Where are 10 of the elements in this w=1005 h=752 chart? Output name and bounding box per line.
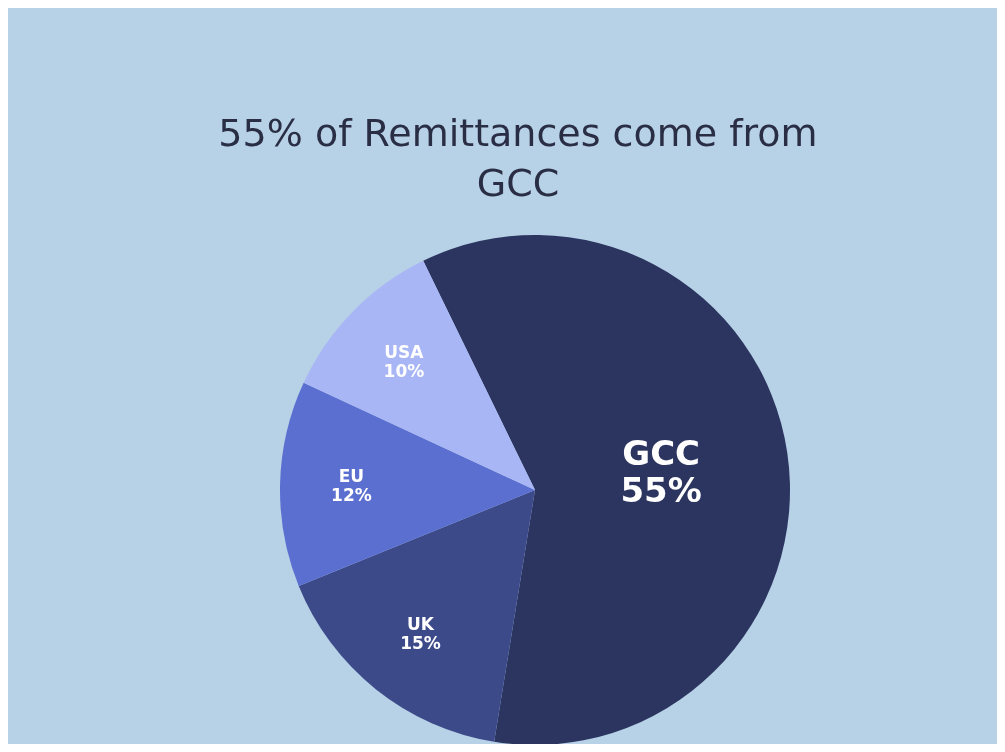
data-label: 15% (400, 632, 441, 653)
data-label: 10% (383, 360, 425, 381)
pie-slice (303, 260, 535, 490)
slice-label: USA (384, 342, 425, 363)
pie-slice (280, 382, 535, 586)
pie-slice (298, 490, 535, 742)
slice-label: EU (338, 466, 365, 487)
slice-label: UK (407, 614, 435, 635)
data-label: 12% (331, 484, 372, 505)
chart-title: 55% of Remittances come from GCC (217, 110, 819, 207)
